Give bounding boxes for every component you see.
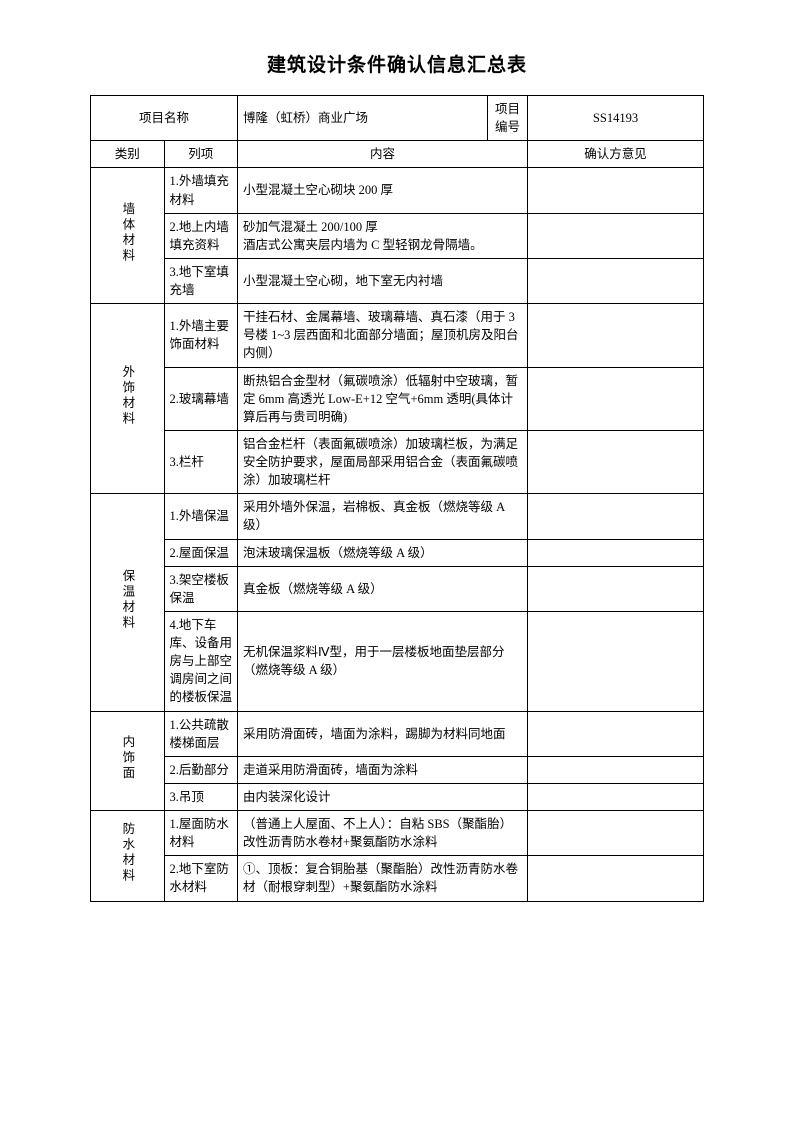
content-cell: 走道采用防滑面砖，墙面为涂料 [238,756,528,783]
main-table: 项目名称 博隆（虹桥）商业广场 项目编号 SS14193 类别 列项 内容 确认… [90,95,704,902]
col-category: 类别 [91,141,165,168]
category-label: 保温材料 [118,569,136,631]
opinion-cell [528,611,704,711]
table-row: 4.地下车库、设备用房与上部空调房间之间的楼板保温无机保温浆料Ⅳ型，用于一层楼板… [91,611,704,711]
item-cell: 1.外墙主要饰面材料 [164,304,238,367]
table-row: 外饰材料1.外墙主要饰面材料干挂石材、金属幕墙、玻璃幕墙、真石漆（用于 3 号楼… [91,304,704,367]
project-label: 项目名称 [91,96,238,141]
opinion-cell [528,566,704,611]
content-cell: 采用外墙外保温，岩棉板、真金板（燃烧等级 A 级） [238,494,528,539]
table-row: 墙体材料1.外墙填充材料小型混凝土空心砌块 200 厚 [91,168,704,213]
table-row: 保温材料1.外墙保温采用外墙外保温，岩棉板、真金板（燃烧等级 A 级） [91,494,704,539]
item-cell: 3.地下室填充墙 [164,258,238,303]
item-cell: 2.地下室防水材料 [164,856,238,901]
project-value: 博隆（虹桥）商业广场 [238,96,488,141]
opinion-cell [528,711,704,756]
item-cell: 4.地下车库、设备用房与上部空调房间之间的楼板保温 [164,611,238,711]
code-value: SS14193 [528,96,704,141]
table-body: 墙体材料1.外墙填充材料小型混凝土空心砌块 200 厚2.地上内墙填充资料砂加气… [91,168,704,901]
category-cell: 内饰面 [91,711,165,811]
table-row: 3.吊顶由内装深化设计 [91,783,704,810]
table-row: 3.地下室填充墙小型混凝土空心砌，地下室无内衬墙 [91,258,704,303]
opinion-cell [528,539,704,566]
opinion-cell [528,856,704,901]
category-label: 墙体材料 [118,202,136,264]
content-cell: 断热铝合金型材（氟碳喷涂）低辐射中空玻璃，暂定 6mm 高透光 Low-E+12… [238,367,528,430]
code-label: 项目编号 [488,96,528,141]
category-cell: 保温材料 [91,494,165,711]
content-cell: 小型混凝土空心砌块 200 厚 [238,168,528,213]
item-cell: 3.栏杆 [164,430,238,493]
opinion-cell [528,168,704,213]
opinion-cell [528,304,704,367]
content-cell: 砂加气混凝土 200/100 厚 酒店式公寓夹层内墙为 C 型轻钢龙骨隔墙。 [238,213,528,258]
category-label: 外饰材料 [118,365,136,427]
item-cell: 3.架空楼板保温 [164,566,238,611]
col-content: 内容 [238,141,528,168]
opinion-cell [528,430,704,493]
category-cell: 外饰材料 [91,304,165,494]
category-label: 内饰面 [118,735,136,782]
table-row: 2.玻璃幕墙断热铝合金型材（氟碳喷涂）低辐射中空玻璃，暂定 6mm 高透光 Lo… [91,367,704,430]
content-cell: 小型混凝土空心砌，地下室无内衬墙 [238,258,528,303]
item-cell: 2.地上内墙填充资料 [164,213,238,258]
table-row: 2.地上内墙填充资料砂加气混凝土 200/100 厚 酒店式公寓夹层内墙为 C … [91,213,704,258]
table-row: 2.地下室防水材料①、顶板：复合铜胎基（聚酯胎）改性沥青防水卷材（耐根穿刺型）+… [91,856,704,901]
item-cell: 2.后勤部分 [164,756,238,783]
table-row: 防水材料1.屋面防水材料（普通上人屋面、不上人）：自粘 SBS（聚酯胎）改性沥青… [91,811,704,856]
header-row-1: 项目名称 博隆（虹桥）商业广场 项目编号 SS14193 [91,96,704,141]
table-row: 2.屋面保温泡沫玻璃保温板（燃烧等级 A 级） [91,539,704,566]
content-cell: 无机保温浆料Ⅳ型，用于一层楼板地面垫层部分（燃烧等级 A 级） [238,611,528,711]
item-cell: 1.外墙保温 [164,494,238,539]
opinion-cell [528,367,704,430]
table-row: 3.栏杆铝合金栏杆（表面氟碳喷涂）加玻璃栏板，为满足安全防护要求，屋面局部采用铝… [91,430,704,493]
content-cell: 泡沫玻璃保温板（燃烧等级 A 级） [238,539,528,566]
category-label: 防水材料 [118,822,136,884]
opinion-cell [528,811,704,856]
opinion-cell [528,258,704,303]
item-cell: 1.屋面防水材料 [164,811,238,856]
item-cell: 3.吊顶 [164,783,238,810]
table-row: 2.后勤部分走道采用防滑面砖，墙面为涂料 [91,756,704,783]
col-opinion: 确认方意见 [528,141,704,168]
opinion-cell [528,213,704,258]
content-cell: 真金板（燃烧等级 A 级） [238,566,528,611]
content-cell: 铝合金栏杆（表面氟碳喷涂）加玻璃栏板，为满足安全防护要求，屋面局部采用铝合金（表… [238,430,528,493]
item-cell: 1.外墙填充材料 [164,168,238,213]
content-cell: 由内装深化设计 [238,783,528,810]
page-title: 建筑设计条件确认信息汇总表 [90,50,704,77]
content-cell: 干挂石材、金属幕墙、玻璃幕墙、真石漆（用于 3 号楼 1~3 层西面和北面部分墙… [238,304,528,367]
header-row-2: 类别 列项 内容 确认方意见 [91,141,704,168]
category-cell: 墙体材料 [91,168,165,304]
table-row: 3.架空楼板保温真金板（燃烧等级 A 级） [91,566,704,611]
document-page: 建筑设计条件确认信息汇总表 项目名称 博隆（虹桥）商业广场 项目编号 SS141… [0,0,794,1123]
opinion-cell [528,494,704,539]
content-cell: ①、顶板：复合铜胎基（聚酯胎）改性沥青防水卷材（耐根穿刺型）+聚氨酯防水涂料 [238,856,528,901]
content-cell: 采用防滑面砖，墙面为涂料，踢脚为材料同地面 [238,711,528,756]
table-row: 内饰面1.公共疏散楼梯面层采用防滑面砖，墙面为涂料，踢脚为材料同地面 [91,711,704,756]
item-cell: 1.公共疏散楼梯面层 [164,711,238,756]
item-cell: 2.屋面保温 [164,539,238,566]
col-item: 列项 [164,141,238,168]
category-cell: 防水材料 [91,811,165,902]
opinion-cell [528,783,704,810]
content-cell: （普通上人屋面、不上人）：自粘 SBS（聚酯胎）改性沥青防水卷材+聚氨酯防水涂料 [238,811,528,856]
item-cell: 2.玻璃幕墙 [164,367,238,430]
opinion-cell [528,756,704,783]
